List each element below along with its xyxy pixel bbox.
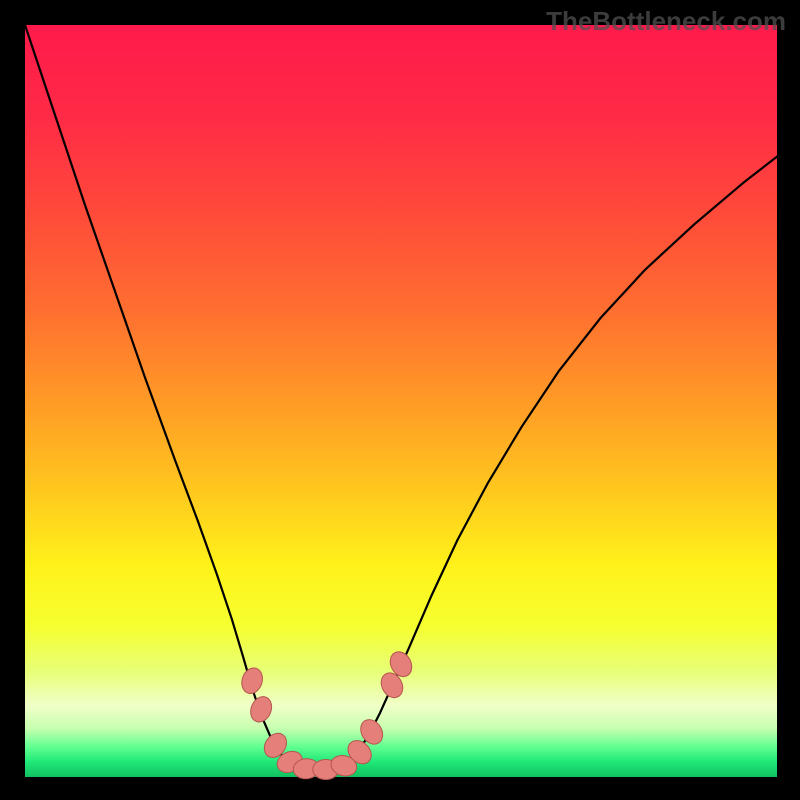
watermark-text: TheBottleneck.com xyxy=(546,6,786,37)
plot-svg xyxy=(0,0,800,800)
